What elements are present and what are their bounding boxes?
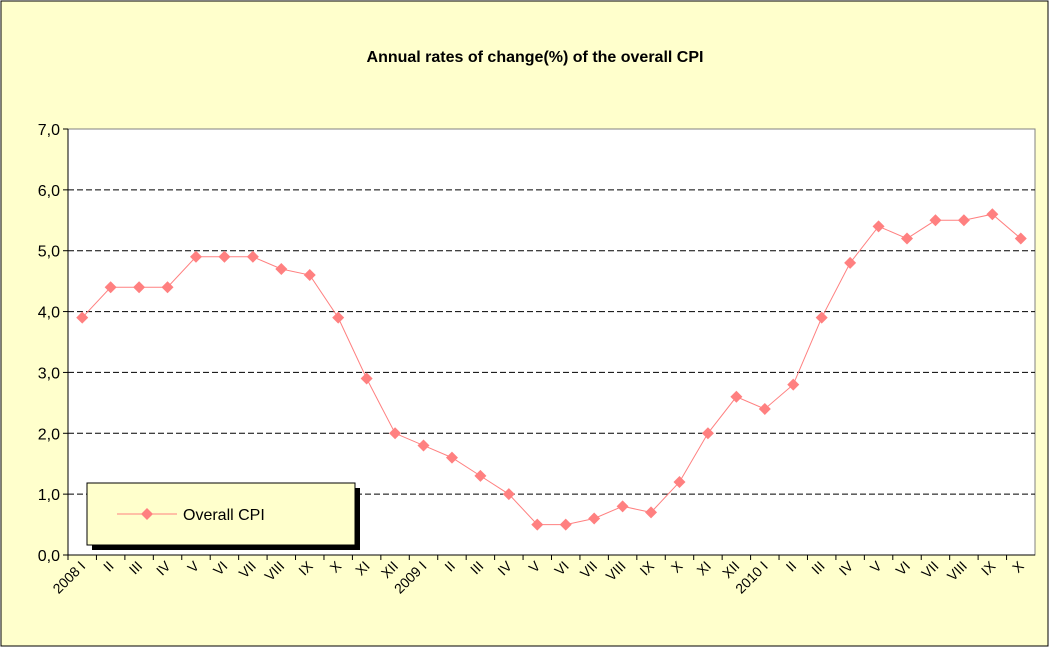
y-tick-label: 2,0 (38, 426, 60, 443)
marker (588, 512, 601, 525)
y-tick-label: 5,0 (38, 244, 60, 261)
marker (417, 439, 430, 452)
marker (929, 214, 942, 227)
marker (901, 232, 914, 245)
marker (474, 469, 487, 482)
marker (360, 372, 373, 385)
marker (332, 311, 345, 324)
marker (1014, 232, 1027, 245)
legend-marker (141, 508, 153, 520)
legend-label: Overall CPI (183, 507, 265, 524)
chart-title: Annual rates of change(%) of the overall… (367, 49, 704, 66)
marker (218, 250, 231, 263)
marker (76, 311, 89, 324)
marker (844, 256, 857, 269)
marker (531, 518, 544, 531)
marker (161, 281, 174, 294)
y-tick-label: 1,0 (38, 487, 60, 504)
y-tick-label: 3,0 (38, 365, 60, 382)
marker (616, 500, 629, 513)
marker (389, 427, 402, 440)
marker (758, 402, 771, 415)
marker (986, 208, 999, 221)
y-tick-label: 0,0 (38, 548, 60, 565)
marker (559, 518, 572, 531)
marker (246, 250, 259, 263)
marker (275, 262, 288, 275)
marker (701, 427, 714, 440)
marker (957, 214, 970, 227)
y-tick-label: 6,0 (38, 183, 60, 200)
marker (133, 281, 146, 294)
marker (815, 311, 828, 324)
marker (645, 506, 658, 519)
y-tick-label: 7,0 (38, 122, 60, 139)
marker (445, 451, 458, 464)
marker (303, 269, 316, 282)
marker (787, 378, 800, 391)
marker (502, 488, 515, 501)
marker (673, 475, 686, 488)
marker (872, 220, 885, 233)
marker (189, 250, 202, 263)
line (81, 213, 1022, 526)
y-tick-label: 4,0 (38, 305, 60, 322)
marker (104, 281, 117, 294)
marker (730, 390, 743, 403)
